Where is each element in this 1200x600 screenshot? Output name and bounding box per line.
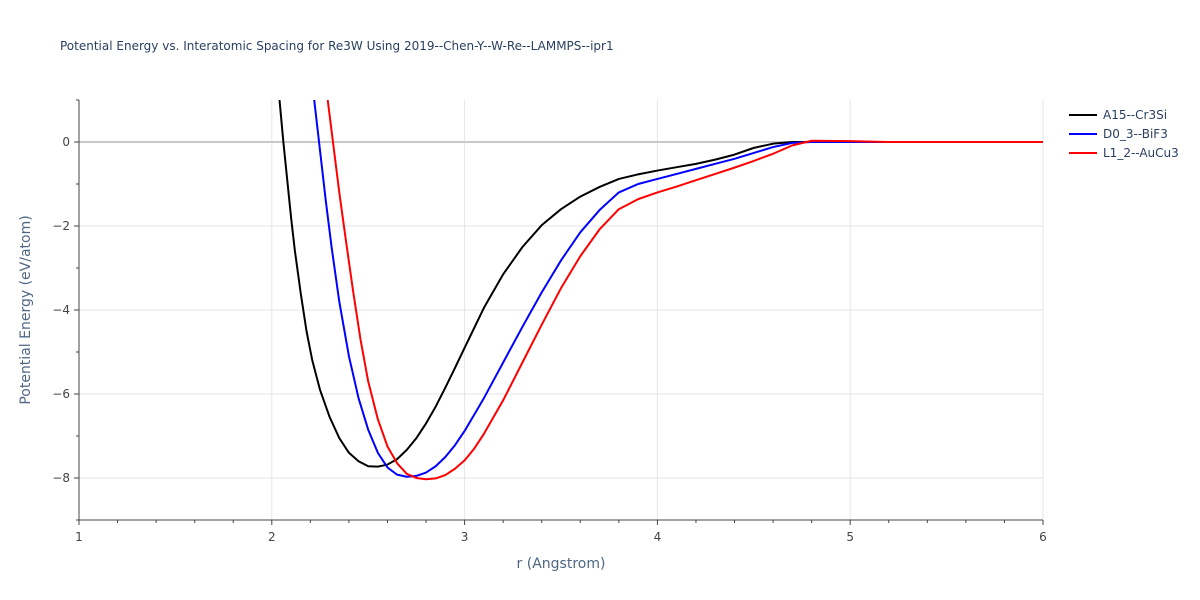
y-tick-label: −4 [52,303,70,317]
legend[interactable]: A15--Cr3Si D0_3--BiF3 L1_2--AuCu3 [1069,108,1179,160]
legend-item[interactable]: A15--Cr3Si [1069,108,1167,122]
series-lines [278,100,1043,481]
x-tick-label: 4 [654,530,662,544]
x-tick-label: 6 [1039,530,1047,544]
legend-label: D0_3--BiF3 [1103,127,1168,141]
series-line [326,100,1043,481]
series-line [313,100,1043,478]
y-tick-label: −2 [52,219,70,233]
y-tick-label: −8 [52,471,70,485]
series-line [278,100,1043,468]
y-tick-labels: −8 −6 −4 −2 0 [52,135,70,485]
legend-label: L1_2--AuCu3 [1103,146,1179,160]
x-tick-label: 5 [846,530,854,544]
y-tick-label: −6 [52,387,70,401]
x-tick-labels: 1 2 3 4 5 6 [75,530,1047,544]
x-tick-label: 2 [268,530,276,544]
legend-item[interactable]: L1_2--AuCu3 [1069,146,1179,160]
axes [74,99,1044,525]
y-tick-label: 0 [62,135,70,149]
x-tick-label: 3 [461,530,469,544]
chart-title: Potential Energy vs. Interatomic Spacing… [60,39,614,53]
legend-item[interactable]: D0_3--BiF3 [1069,127,1168,141]
grid [79,100,1044,520]
x-axis-title: r (Angstrom) [517,556,606,572]
legend-label: A15--Cr3Si [1103,108,1167,122]
x-tick-label: 1 [75,530,83,544]
y-axis-title: Potential Energy (eV/atom) [18,215,34,404]
